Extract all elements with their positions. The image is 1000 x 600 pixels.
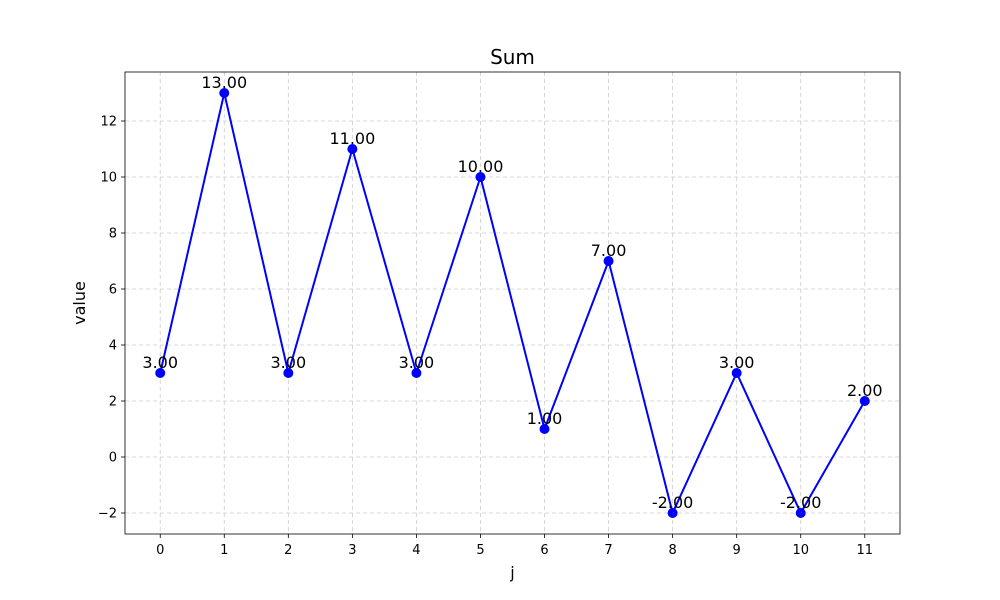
data-point <box>155 368 166 378</box>
y-tick-label: 12 <box>100 115 117 130</box>
series <box>155 88 870 518</box>
data-point <box>795 508 806 518</box>
x-tick-label: 6 <box>540 543 548 558</box>
data-label: 10.00 <box>458 157 504 176</box>
y-axis-label: value <box>70 281 89 325</box>
data-point <box>731 368 742 378</box>
x-tick-label: 0 <box>156 543 164 558</box>
x-tick-label: 11 <box>856 543 873 558</box>
data-label: 3.00 <box>271 353 307 372</box>
series-line <box>159 92 866 514</box>
data-label: 2.00 <box>847 381 883 400</box>
y-tick-label: 6 <box>109 283 117 298</box>
data-label: -2.00 <box>652 493 693 512</box>
x-axis-label: j <box>509 563 514 582</box>
x-tick-label: 2 <box>284 543 292 558</box>
x-tick-label: 1 <box>220 543 228 558</box>
x-tick-label: 5 <box>476 543 484 558</box>
chart-title: Sum <box>490 45 535 69</box>
grid <box>125 72 900 534</box>
data-label: 13.00 <box>201 73 247 92</box>
x-tick-label: 9 <box>733 543 741 558</box>
data-point <box>283 368 294 378</box>
data-point <box>859 396 870 406</box>
data-label: 3.00 <box>719 353 755 372</box>
y-tick-label: 8 <box>109 227 117 242</box>
y-tick-label: 2 <box>109 395 117 410</box>
y-tick-label: 10 <box>100 171 117 186</box>
x-tick-label: 10 <box>792 543 809 558</box>
data-labels: 3.00 13.00 3.00 11.00 3.00 10.00 1.00 7.00 -2.00… <box>142 73 882 512</box>
y-tick-label: 4 <box>109 339 117 354</box>
data-label: 11.00 <box>329 129 375 148</box>
x-tick-label: 7 <box>604 543 612 558</box>
data-point <box>219 88 230 98</box>
y-axis-ticks: −2 0 2 4 6 8 10 12 <box>98 115 125 522</box>
data-point <box>603 256 614 266</box>
y-tick-label: 0 <box>109 451 117 466</box>
data-label: 1.00 <box>527 409 563 428</box>
x-axis-ticks: 0 1 2 3 4 5 6 7 8 9 10 11 <box>156 534 873 558</box>
data-label: 7.00 <box>591 241 627 260</box>
y-tick-label: −2 <box>98 507 117 522</box>
data-label: 3.00 <box>399 353 435 372</box>
x-tick-label: 8 <box>668 543 676 558</box>
x-tick-label: 3 <box>348 543 356 558</box>
data-point <box>667 508 678 518</box>
data-label: 3.00 <box>142 353 178 372</box>
x-tick-label: 4 <box>412 543 420 558</box>
data-point <box>475 172 486 182</box>
data-point <box>411 368 422 378</box>
data-point <box>539 424 550 434</box>
plot-area-frame <box>124 71 901 535</box>
data-point <box>347 144 358 154</box>
data-label: -2.00 <box>780 493 821 512</box>
